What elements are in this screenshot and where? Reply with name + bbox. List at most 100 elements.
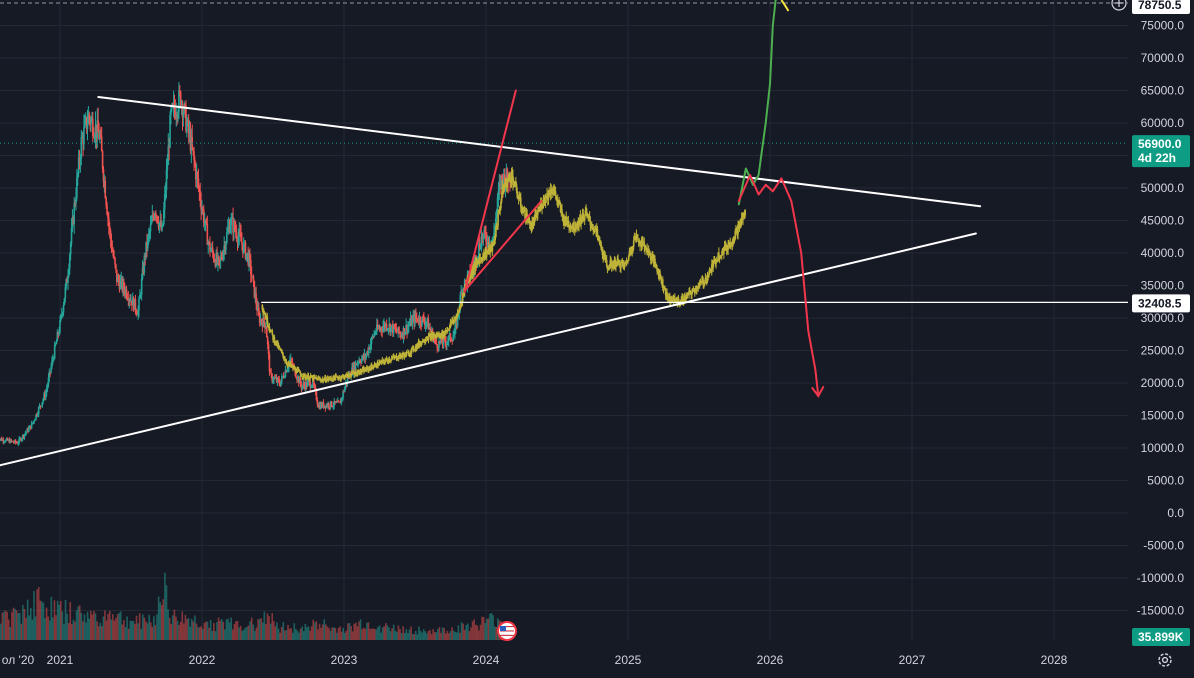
price-candle-body	[82, 136, 84, 145]
volume-bar	[247, 625, 250, 640]
price-candle-body	[296, 377, 298, 380]
price-candle-body	[218, 256, 220, 260]
price-candle-body	[62, 304, 65, 313]
price-candle-body	[181, 103, 184, 118]
projection-candle-body	[381, 359, 384, 363]
projection-candles	[261, 166, 746, 384]
volume-bar	[337, 628, 340, 640]
projection-candle-body	[478, 258, 481, 264]
projection-candle-body	[470, 274, 472, 277]
price-candle-body	[313, 379, 315, 386]
projection-candle-body	[644, 246, 646, 250]
projection-candle-body	[397, 358, 399, 360]
plus-circle-icon[interactable]	[1111, 0, 1127, 11]
price-candle-body	[224, 245, 226, 250]
price-candle-body	[442, 337, 445, 345]
volume-bar	[318, 623, 321, 640]
price-candle-body	[29, 425, 32, 429]
volume-bar	[42, 602, 45, 640]
projection-candle-body	[632, 240, 635, 247]
price-candle-body	[80, 137, 83, 159]
volume-bar	[468, 631, 471, 640]
projection-candle-body	[350, 374, 352, 377]
projection-candle-body	[691, 291, 693, 295]
volume-bar	[366, 622, 368, 640]
volume-bar	[261, 622, 264, 640]
volume-bar	[104, 610, 106, 640]
chart-icons[interactable]	[497, 0, 1172, 667]
price-tick-label: -5000.0	[1143, 539, 1184, 553]
projection-candle-body	[519, 197, 521, 199]
price-candle-body	[23, 434, 26, 438]
price-candle-body	[112, 251, 115, 257]
price-candle-body	[9, 439, 12, 443]
projection-candle-body	[744, 209, 746, 216]
flag-stripe	[500, 628, 514, 630]
volume-bar	[385, 623, 387, 640]
price-candle-body	[51, 360, 53, 367]
price-candles	[0, 82, 511, 447]
price-axis[interactable]: 75000.070000.065000.060000.055000.050000…	[1128, 0, 1194, 678]
projection-candle-body	[742, 216, 744, 221]
projection-candle-body	[407, 352, 410, 356]
price-candle-body	[66, 279, 68, 283]
projection-candle-body	[385, 358, 388, 360]
price-candle-body	[141, 268, 144, 279]
projection-candle-body	[737, 224, 739, 235]
time-axis[interactable]: ол '20 2021 2022 2023 2024 2025 2026 2027 2028	[0, 648, 1194, 678]
projection-candle-body	[587, 214, 590, 217]
price-candle-body	[36, 414, 38, 416]
projection-candle-body	[631, 249, 634, 252]
volume-bar	[102, 616, 105, 640]
volume-bar	[235, 621, 237, 640]
projection-candle-body	[689, 291, 692, 294]
price-candle-body	[481, 235, 484, 240]
projection-candle-body	[651, 255, 653, 259]
volume-bar	[61, 611, 64, 640]
projection-candle-body	[654, 263, 657, 265]
price-tick-label: 60000.0	[1141, 116, 1185, 130]
drawing-lines[interactable]	[0, 0, 1190, 467]
projection-candle-body	[608, 267, 611, 269]
flag-stripe	[500, 634, 514, 636]
price-candle-body	[479, 248, 482, 250]
projection-candle-body	[282, 352, 284, 356]
volume-bar	[244, 627, 247, 640]
price-candle-body	[505, 168, 508, 183]
us-flag-icon[interactable]	[497, 621, 517, 641]
volume-bar	[160, 605, 163, 640]
volume-bar	[388, 627, 390, 640]
volume-bar	[197, 627, 199, 640]
projection-candle-body	[474, 261, 477, 270]
price-candle-body	[72, 217, 75, 224]
volume-bar	[142, 614, 144, 640]
volume-bar	[119, 611, 122, 640]
price-candle-body	[242, 244, 244, 253]
volume-bar	[165, 585, 168, 640]
price-candle-body	[32, 421, 35, 424]
volume-bar	[227, 618, 229, 640]
price-candle-body	[90, 119, 92, 125]
volume-bar	[96, 621, 98, 640]
projection-candle-body	[355, 374, 358, 376]
price-candle-body	[126, 297, 129, 299]
volume-bar	[137, 623, 139, 640]
projection-candle-body	[424, 341, 426, 343]
price-candle-body	[193, 151, 195, 161]
gear-icon[interactable]	[1158, 653, 1172, 667]
grid-lines	[0, 0, 1128, 640]
projection-candle-body	[714, 259, 717, 265]
price-candle-body	[344, 383, 347, 388]
price-candle-body	[266, 337, 269, 345]
projection-candle-body	[307, 375, 310, 380]
price-candle-body	[228, 225, 231, 233]
price-candle-body	[355, 363, 358, 365]
volume-bar	[34, 616, 37, 640]
projection-candle-body	[686, 294, 688, 296]
price-candle-body	[407, 326, 409, 333]
projection-candle-body	[725, 243, 727, 251]
price-candle-body	[115, 264, 117, 270]
price-candle-body	[406, 325, 408, 333]
